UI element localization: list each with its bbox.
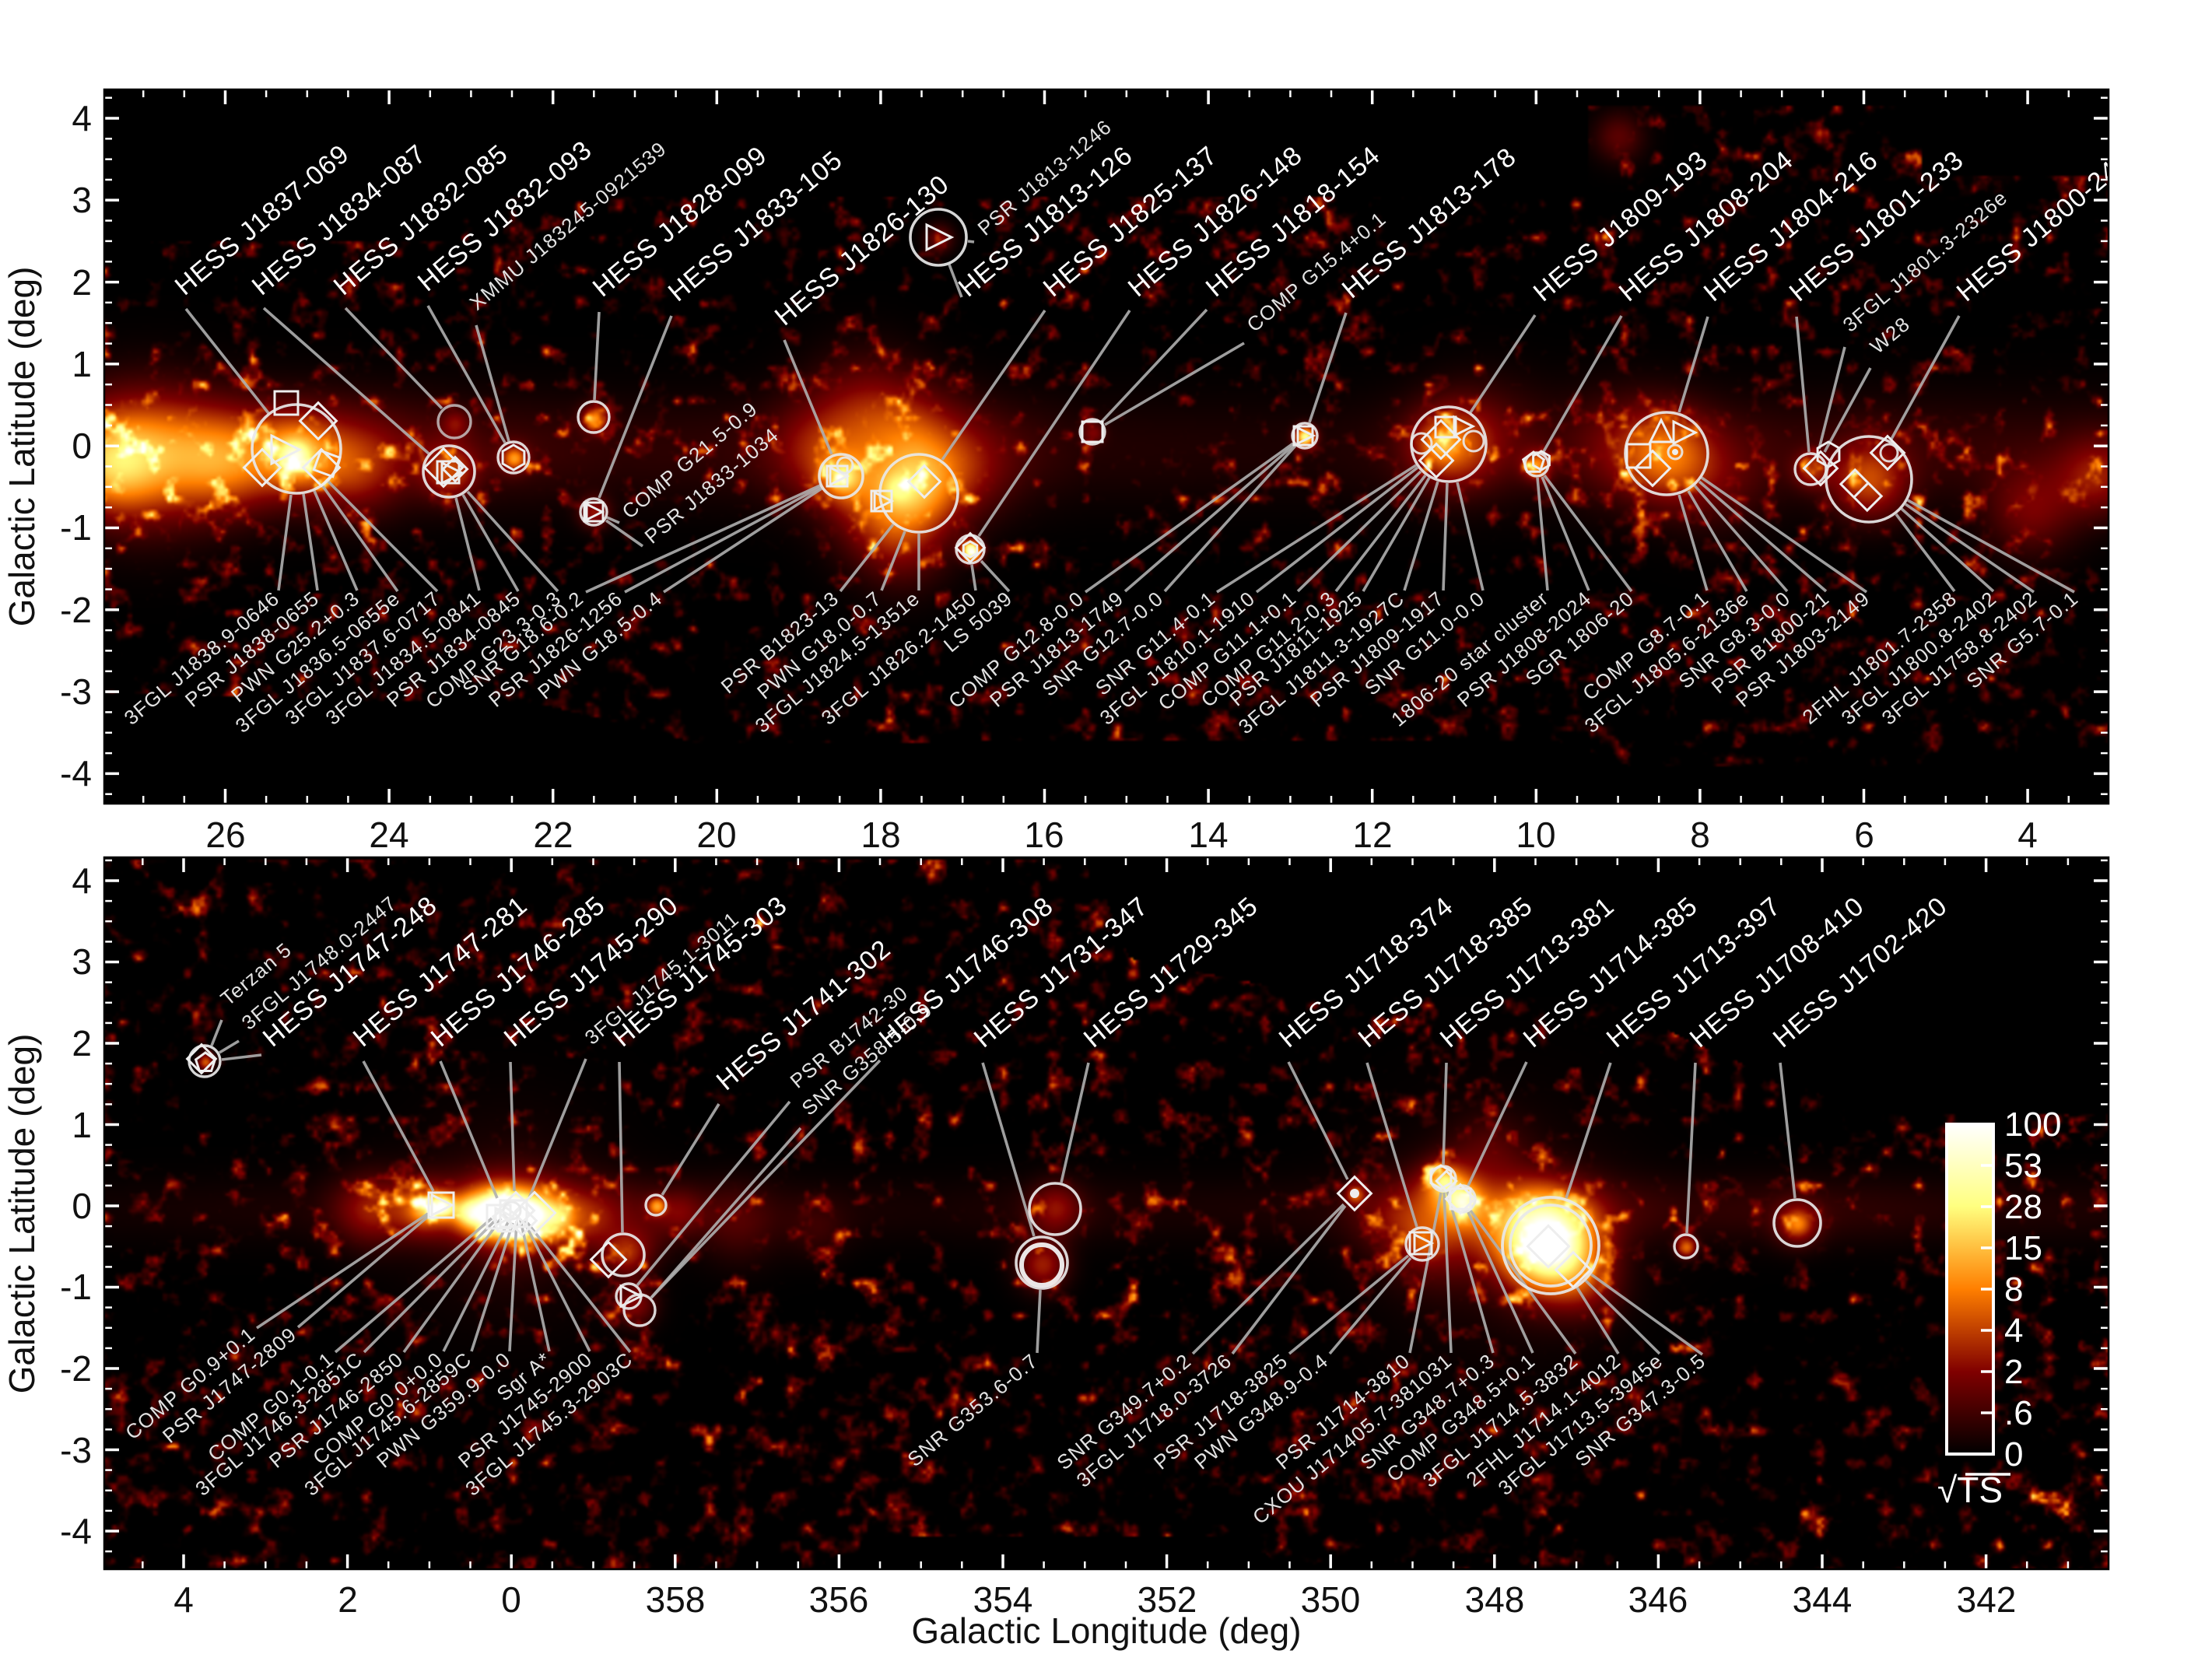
svg-text:0: 0 [2004, 1435, 2023, 1474]
svg-text:-3: -3 [60, 671, 92, 712]
svg-text:2: 2 [338, 1579, 358, 1620]
svg-text:Galactic Longitude (deg): Galactic Longitude (deg) [911, 1610, 1301, 1651]
svg-text:2: 2 [72, 262, 92, 303]
svg-text:4: 4 [72, 860, 92, 901]
svg-text:22: 22 [533, 815, 573, 855]
svg-text:-4: -4 [60, 1511, 92, 1551]
svg-text:.6: .6 [2004, 1394, 2033, 1432]
svg-text:HESS J1746-308: HESS J1746-308 [874, 891, 1060, 1053]
svg-text:4: 4 [174, 1579, 194, 1620]
svg-text:√TS: √TS [1937, 1470, 2003, 1510]
svg-text:HESS J1731-347: HESS J1731-347 [969, 891, 1155, 1053]
svg-text:-1: -1 [60, 507, 92, 548]
svg-text:53: 53 [2004, 1147, 2042, 1185]
svg-text:2: 2 [2004, 1353, 2023, 1391]
svg-text:2: 2 [72, 1023, 92, 1064]
svg-text:350: 350 [1301, 1579, 1361, 1620]
svg-text:1: 1 [72, 1105, 92, 1145]
svg-text:24: 24 [369, 815, 408, 855]
svg-text:342: 342 [1957, 1579, 2017, 1620]
svg-text:3: 3 [72, 941, 92, 982]
svg-text:-2: -2 [60, 590, 92, 630]
svg-text:352: 352 [1138, 1579, 1197, 1620]
svg-text:4: 4 [2017, 815, 2038, 855]
svg-text:8: 8 [1690, 815, 1710, 855]
svg-text:4: 4 [2004, 1312, 2023, 1350]
svg-text:12: 12 [1352, 815, 1392, 855]
svg-text:14: 14 [1188, 815, 1228, 855]
svg-text:Galactic Latitude (deg): Galactic Latitude (deg) [2, 267, 42, 627]
svg-text:348: 348 [1465, 1579, 1525, 1620]
svg-text:346: 346 [1628, 1579, 1688, 1620]
svg-text:-1: -1 [60, 1267, 92, 1307]
svg-text:-4: -4 [60, 753, 92, 794]
svg-text:354: 354 [973, 1579, 1033, 1620]
svg-text:-3: -3 [60, 1430, 92, 1470]
svg-text:356: 356 [809, 1579, 869, 1620]
svg-text:3: 3 [72, 180, 92, 220]
svg-text:6: 6 [1854, 815, 1874, 855]
svg-text:10: 10 [1516, 815, 1555, 855]
svg-text:8: 8 [2004, 1270, 2023, 1309]
svg-text:344: 344 [1793, 1579, 1853, 1620]
svg-text:100: 100 [2004, 1106, 2061, 1144]
svg-text:26: 26 [205, 815, 245, 855]
svg-text:0: 0 [72, 1186, 92, 1226]
svg-text:28: 28 [2004, 1188, 2042, 1226]
svg-text:0: 0 [501, 1579, 521, 1620]
svg-text:SNR G353.6-0.7: SNR G353.6-0.7 [903, 1349, 1042, 1471]
svg-text:-2: -2 [60, 1348, 92, 1389]
svg-text:18: 18 [861, 815, 900, 855]
svg-text:Galactic Latitude (deg): Galactic Latitude (deg) [2, 1034, 42, 1394]
svg-text:4: 4 [72, 98, 92, 138]
svg-text:358: 358 [646, 1579, 706, 1620]
svg-text:0: 0 [72, 426, 92, 466]
svg-text:20: 20 [696, 815, 736, 855]
svg-text:15: 15 [2004, 1229, 2042, 1267]
svg-text:1: 1 [72, 344, 92, 384]
svg-text:16: 16 [1024, 815, 1064, 855]
